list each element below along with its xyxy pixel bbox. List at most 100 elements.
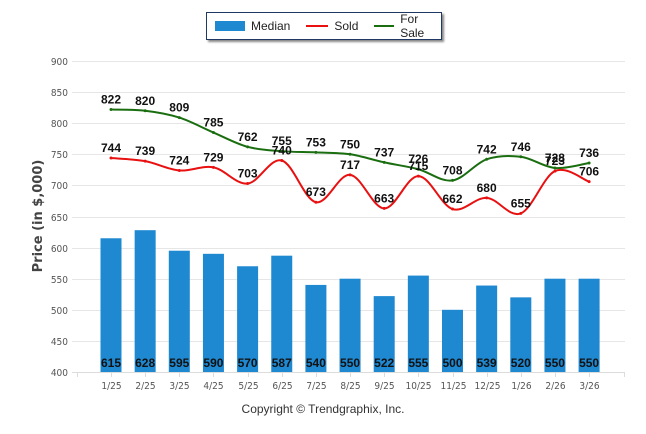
sold-data-label: 744	[101, 141, 121, 155]
median-bar	[305, 284, 327, 372]
x-tick-label: 4/25	[203, 381, 223, 392]
legend-item-for-sale[interactable]: For Sale	[366, 12, 441, 40]
median-bar-label: 550	[579, 356, 599, 370]
median-bar	[373, 296, 395, 372]
for-sale-point	[519, 155, 523, 159]
for-sale-point	[553, 166, 557, 170]
for-sale-data-label: 820	[135, 94, 155, 108]
x-tick-label: 1/25	[101, 381, 121, 392]
x-tick-label: 11/25	[441, 381, 467, 392]
x-tick-label: 3/26	[579, 381, 599, 392]
sold-point	[382, 206, 386, 210]
sold-data-label: 729	[203, 150, 223, 164]
sold-data-label: 715	[408, 159, 428, 173]
x-axis: 1/25 2/25 3/25 4/25 5/25 6/25 7/25 8/25 9/25 10/2…	[72, 372, 625, 392]
x-tick-label: 1/26	[511, 381, 531, 392]
sold-swatch	[306, 25, 329, 27]
median-bar-label: 590	[203, 356, 223, 370]
sold-point	[314, 200, 318, 204]
y-tick-label: 700	[51, 181, 68, 192]
sold-point	[485, 196, 489, 200]
median-bar-label: 540	[306, 356, 326, 370]
for-sale-point	[109, 108, 113, 112]
legend-label-sold: Sold	[334, 19, 359, 33]
median-bar-label: 587	[272, 356, 292, 370]
sold-point	[246, 182, 250, 186]
median-bar	[100, 238, 122, 372]
for-sale-data-label: 750	[340, 137, 360, 151]
legend-item-sold[interactable]: Sold	[298, 19, 358, 33]
x-tick-label: 7/25	[306, 381, 326, 392]
y-tick-label: 800	[51, 119, 68, 130]
sold-data-label: 673	[306, 185, 326, 199]
y-tick-label: 600	[51, 244, 68, 255]
sold-point	[348, 173, 352, 177]
sold-data-label: 662	[442, 192, 462, 206]
sold-data-label: 723	[545, 154, 565, 168]
median-bar	[134, 230, 156, 372]
for-sale-point	[587, 161, 591, 165]
sold-point	[143, 159, 147, 163]
median-bar	[202, 253, 224, 372]
legend-label-for-sale: For Sale	[400, 12, 425, 40]
for-sale-point	[485, 157, 489, 161]
median-bar-label: 550	[545, 356, 565, 370]
y-tick-label: 450	[51, 337, 68, 348]
data-labels: 822 820 809 785 762 755 753 750 737 726 708 742 746 7…	[101, 93, 599, 211]
for-sale-data-label: 728	[545, 151, 565, 165]
sold-point	[553, 169, 557, 173]
for-sale-point	[246, 145, 250, 149]
for-sale-data-label: 809	[169, 101, 189, 115]
median-bar-label: 615	[101, 356, 121, 370]
for-sale-data-label: 726	[408, 152, 428, 166]
sold-data-label: 724	[169, 153, 189, 167]
for-sale-point	[211, 131, 215, 135]
y-tick-label: 900	[51, 57, 68, 68]
median-swatch	[215, 21, 245, 31]
sold-point	[177, 168, 181, 172]
for-sale-point	[416, 167, 420, 171]
sold-data-label: 740	[272, 144, 292, 158]
median-bar	[339, 278, 361, 372]
for-sale-data-label: 753	[306, 135, 326, 149]
for-sale-swatch	[374, 25, 395, 27]
median-bar-label: 595	[169, 356, 189, 370]
sold-point	[416, 174, 420, 178]
sold-data-label: 717	[340, 158, 360, 172]
for-sale-point	[177, 116, 181, 120]
y-tick-label: 550	[51, 275, 68, 286]
x-tick-label: 10/25	[406, 381, 432, 392]
gridlines	[72, 61, 625, 373]
sold-data-label: 739	[135, 144, 155, 158]
legend-item-median[interactable]: Median	[215, 19, 290, 33]
for-sale-point	[314, 150, 318, 154]
median-bar-label: 522	[374, 356, 394, 370]
sold-data-label: 703	[238, 167, 258, 181]
legend-label-median: Median	[251, 19, 291, 33]
y-tick-label: 400	[51, 368, 68, 379]
median-bar	[407, 275, 429, 372]
for-sale-data-label: 736	[579, 146, 599, 160]
sold-point	[280, 159, 284, 163]
for-sale-point	[348, 152, 352, 156]
sold-point	[109, 156, 113, 160]
median-bar	[237, 266, 259, 372]
median-bar	[476, 285, 498, 372]
x-tick-label: 6/25	[272, 381, 292, 392]
sold-point	[587, 180, 591, 184]
sold-point	[211, 165, 215, 169]
x-tick-label: 12/25	[475, 381, 501, 392]
sold-data-label: 663	[374, 191, 394, 205]
for-sale-data-label: 742	[477, 142, 497, 156]
sold-data-label: 706	[579, 165, 599, 179]
for-sale-data-label: 737	[374, 145, 394, 159]
y-axis-ticks: 400 450 500 550 600 650 700 750 800 850 900	[51, 57, 68, 379]
y-axis-label: Price (in $,000)	[31, 160, 46, 273]
for-sale-point	[143, 109, 147, 113]
x-tick-label: 2/25	[135, 381, 155, 392]
for-sale-point	[280, 149, 284, 153]
median-bar	[442, 309, 463, 372]
median-bar-label: 539	[477, 356, 497, 370]
copyright-text: Copyright © Trendgraphix, Inc.	[241, 402, 405, 416]
